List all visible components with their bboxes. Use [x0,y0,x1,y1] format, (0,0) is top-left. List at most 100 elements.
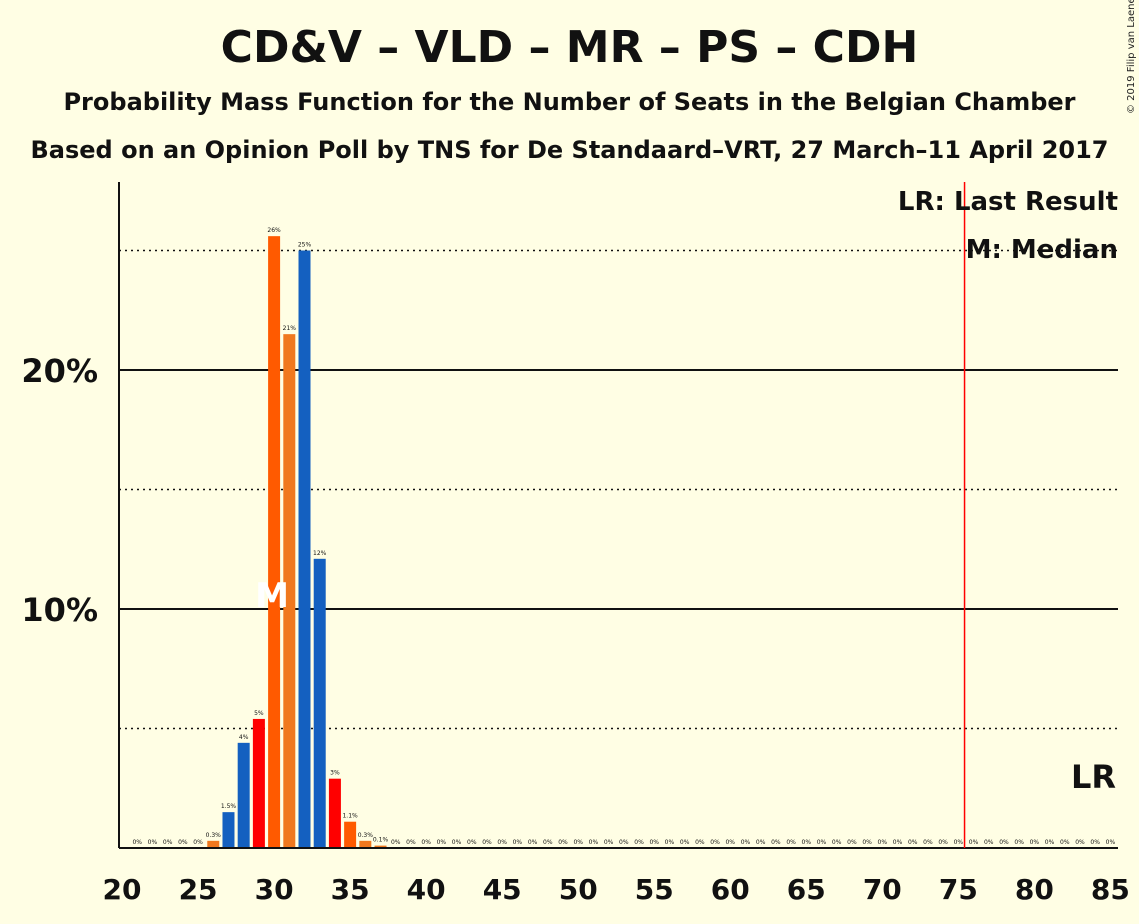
value-label-39: 0% [406,839,416,846]
value-label-58: 0% [695,839,705,846]
value-label-62: 0% [756,839,766,846]
value-label-35: 1.1% [342,813,358,820]
value-label-54: 0% [634,839,644,846]
x-tick-50: 50 [559,873,598,906]
x-tick-40: 40 [407,873,446,906]
bar-27 [222,812,235,848]
value-label-67: 0% [832,839,842,846]
x-tick-65: 65 [787,873,826,906]
value-label-72: 0% [908,839,918,846]
value-label-63: 0% [771,839,781,846]
value-label-65: 0% [802,839,812,846]
legend-last-result: LR: Last Result [898,187,1118,217]
bar-33 [313,558,326,848]
value-label-56: 0% [665,839,675,846]
bar-28 [237,742,250,848]
value-label-44: 0% [482,839,492,846]
value-label-76: 0% [969,839,979,846]
bar-34 [328,778,341,848]
bar-36 [359,840,372,848]
value-label-37: 0.1% [373,837,389,844]
x-tick-35: 35 [331,873,370,906]
value-label-29: 5% [254,710,264,717]
value-label-30: 26% [267,227,281,234]
y-tick-labels: 10% 20% [21,352,98,629]
value-label-83: 0% [1075,839,1085,846]
bar-37 [374,845,387,848]
value-label-64: 0% [786,839,796,846]
value-label-70: 0% [878,839,888,846]
value-label-43: 0% [467,839,477,846]
value-label-31: 21% [283,325,297,332]
value-label-42: 0% [452,839,462,846]
value-label-23: 0% [163,839,173,846]
value-label-74: 0% [938,839,948,846]
value-label-50: 0% [573,839,583,846]
x-tick-85: 85 [1091,873,1130,906]
y-tick-10: 10% [21,591,98,629]
value-label-46: 0% [513,839,523,846]
bar-30 [268,236,281,848]
value-label-41: 0% [437,839,447,846]
value-label-85: 0% [1106,839,1116,846]
value-label-78: 0% [999,839,1009,846]
bars [207,236,387,848]
value-label-84: 0% [1090,839,1100,846]
bar-26 [207,840,220,848]
value-label-33: 12% [313,550,327,557]
bar-31 [283,334,296,848]
x-tick-60: 60 [711,873,750,906]
chart-source-line: Based on an Opinion Poll by TNS for De S… [30,136,1109,164]
value-label-28: 4% [239,734,249,741]
value-label-52: 0% [604,839,614,846]
legend: LR: Last Result M: Median [898,187,1118,265]
value-label-68: 0% [847,839,857,846]
bar-35 [344,821,357,848]
value-label-53: 0% [619,839,629,846]
value-label-79: 0% [1014,839,1024,846]
value-label-38: 0% [391,839,401,846]
value-label-57: 0% [680,839,690,846]
value-label-36: 0.3% [358,832,374,839]
value-label-47: 0% [528,839,538,846]
value-label-32: 25% [298,242,312,249]
value-label-21: 0% [132,839,142,846]
median-marker-label: M [255,576,289,616]
value-label-51: 0% [589,839,599,846]
value-label-27: 1.5% [221,803,237,810]
value-labels: 0% 0% 0% 0% 0% 0.3% 1.5% 4% 5% 26% 21% 25% 12% 3% 1.1%… [132,227,1115,846]
bar-32 [298,250,311,848]
value-label-34: 3% [330,770,340,777]
x-tick-25: 25 [179,873,218,906]
markers: LR M [255,182,1116,848]
x-tick-labels: 20 25 30 35 40 45 50 55 60 65 70 75 80 85 [103,873,1130,906]
value-label-69: 0% [862,839,872,846]
value-label-24: 0% [178,839,188,846]
value-label-75: 0% [954,839,964,846]
value-label-73: 0% [923,839,933,846]
value-label-40: 0% [421,839,431,846]
bar-29 [252,718,265,848]
y-tick-20: 20% [21,352,98,390]
legend-median: M: Median [966,235,1118,265]
x-tick-75: 75 [939,873,978,906]
value-label-59: 0% [710,839,720,846]
value-label-49: 0% [558,839,568,846]
chart-title: CD&V – VLD – MR – PS – CDH [220,22,919,73]
x-tick-70: 70 [863,873,902,906]
chart-subtitle: Probability Mass Function for the Number… [63,88,1076,116]
value-label-26: 0.3% [206,832,222,839]
value-label-61: 0% [741,839,751,846]
axes [118,182,1118,849]
value-label-25: 0% [193,839,203,846]
x-tick-30: 30 [255,873,294,906]
value-label-66: 0% [817,839,827,846]
x-tick-45: 45 [483,873,522,906]
value-label-81: 0% [1045,839,1055,846]
x-tick-80: 80 [1015,873,1054,906]
value-label-77: 0% [984,839,994,846]
value-label-48: 0% [543,839,553,846]
value-label-80: 0% [1030,839,1040,846]
x-tick-55: 55 [635,873,674,906]
